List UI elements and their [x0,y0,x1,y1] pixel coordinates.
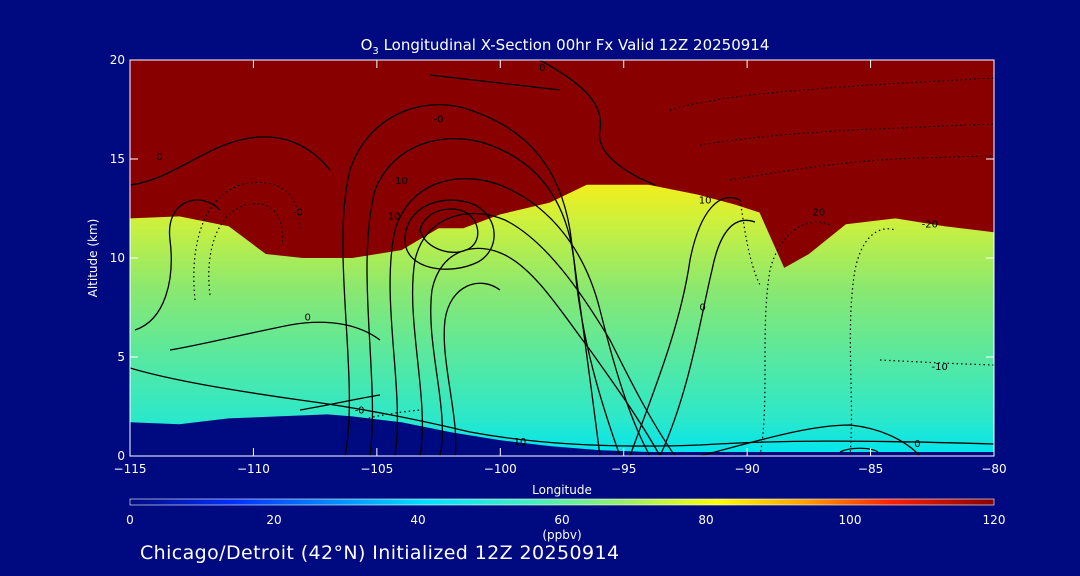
contour-line [342,103,601,456]
x-tick-label: −100 [484,462,517,476]
y-axis-label: Altitude (km) [86,219,100,298]
contour-line [839,447,879,453]
contour-label: -0 [355,405,365,416]
contour-label: -10 [932,362,948,373]
contour-label: -0 [434,114,444,125]
ozone-contours [130,60,994,456]
contour-label: 0 [156,152,162,163]
contour-line [669,77,994,111]
contour-line [366,138,621,456]
footer-caption: Chicago/Detroit (42°N) Initialized 12Z 2… [140,542,620,564]
contour-line [629,196,741,456]
x-tick-label: −115 [114,462,147,476]
y-tick-label: 20 [110,53,125,67]
contour-label: -0 [293,207,303,218]
contour-label: 20 [812,207,825,218]
plot-area: 0 -0 0 10 10 -0 10 20 -20 0 0 -10 -0 10 0 [130,60,994,456]
x-tick-label: −80 [981,462,1006,476]
contour-label: 10 [699,196,712,207]
x-tick-label: −85 [858,462,883,476]
contour-label: 0 [700,303,706,314]
contour-line [443,282,501,456]
contour-line [389,178,651,456]
contour-line [699,123,994,146]
contour-label: 10 [395,176,408,187]
y-tick-label: 0 [117,449,125,463]
contour-line [539,60,656,186]
contour-line [130,367,994,447]
colorbar-tick-label: 100 [839,513,862,527]
ozone-dotted-contours [193,77,994,456]
contour-line [430,247,661,456]
contour-line [404,199,495,270]
y-tick-label: 10 [110,251,125,265]
contour-line [299,394,381,411]
x-tick-label: −110 [237,462,270,476]
y-tick-label: 5 [117,350,125,364]
contour-label: 0 [305,312,311,323]
colorbar-tick-label: 80 [698,513,713,527]
colorbar-tick-label: 60 [554,513,569,527]
contour-label: 10 [388,211,401,222]
colorbar-tick-label: 40 [410,513,425,527]
contour-line [134,199,221,331]
terrain-mask [130,414,994,456]
contour-label: 0 [539,63,545,74]
y-tick-label: 15 [110,152,125,166]
colorbar-tick-label: 120 [983,513,1006,527]
x-axis-label: Longitude [532,483,592,497]
colorbar-tick-label: 20 [266,513,281,527]
colorbar-tick-label: 0 [126,513,134,527]
x-tick-label: −105 [360,462,393,476]
x-tick-label: −90 [734,462,759,476]
contour-line [419,208,479,253]
contour-line [879,359,994,366]
contour-line [699,424,921,456]
contour-line [411,212,676,456]
contour-line [208,203,284,296]
contour-line [729,155,994,181]
contour-line [429,74,561,91]
contour-label: 0 [914,439,920,450]
x-tick-label: −95 [611,462,636,476]
contour-line [130,136,331,186]
contour-line [359,409,421,421]
chart-title: O3 Longitudinal X-Section 00hr Fx Valid … [361,36,770,57]
contour-line [193,181,301,301]
colorbar [129,498,995,506]
colorbar-ticks: 0 20 40 60 80 100 120 [126,513,1005,527]
contour-line [659,219,756,456]
stratosphere-region [130,60,994,268]
contour-label: -20 [922,219,938,230]
axis-ticks: −115 −110 −105 −100 −95 −90 −85 −80 0 5 10 15 20 [110,53,1007,476]
contour-label: 10 [514,437,527,448]
contour-line [169,321,381,351]
contour-labels: 0 -0 0 10 10 -0 10 20 -20 0 0 -10 -0 10 0 [156,63,947,450]
colorbar-label: (ppbv) [542,528,581,542]
